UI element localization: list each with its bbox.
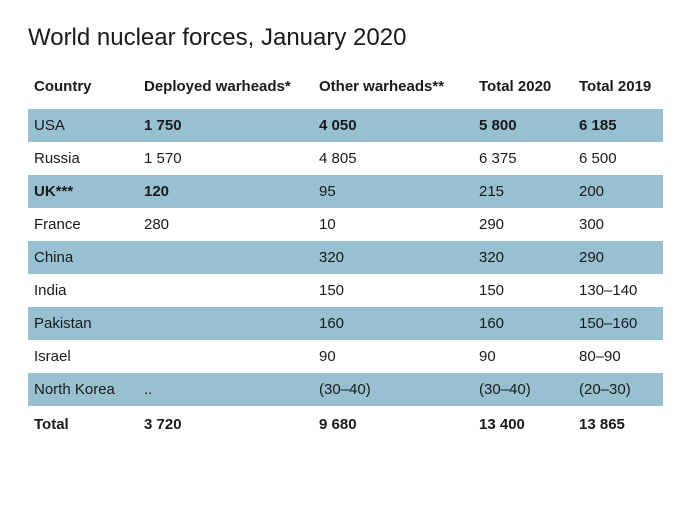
- table-cell: (30–40): [473, 373, 573, 406]
- page-title: World nuclear forces, January 2020: [28, 24, 652, 52]
- nuclear-forces-table: CountryDeployed warheads*Other warheads*…: [28, 70, 663, 443]
- table-row: France28010290300: [28, 208, 663, 241]
- total-cell: 13 865: [573, 406, 663, 443]
- total-cell: 3 720: [138, 406, 313, 443]
- table-cell: 120: [138, 175, 313, 208]
- table-cell: 160: [473, 307, 573, 340]
- table-cell: Israel: [28, 340, 138, 373]
- table-cell: 10: [313, 208, 473, 241]
- table-row: China320320290: [28, 241, 663, 274]
- table-cell: France: [28, 208, 138, 241]
- table-cell: India: [28, 274, 138, 307]
- total-cell: Total: [28, 406, 138, 443]
- table-row: Israel909080–90: [28, 340, 663, 373]
- table-cell: 1 570: [138, 142, 313, 175]
- table-cell: 160: [313, 307, 473, 340]
- header-row: CountryDeployed warheads*Other warheads*…: [28, 70, 663, 109]
- table-cell: 280: [138, 208, 313, 241]
- table-row: North Korea..(30–40)(30–40)(20–30): [28, 373, 663, 406]
- table-cell: (20–30): [573, 373, 663, 406]
- table-cell: ..: [138, 373, 313, 406]
- table-cell: 1 750: [138, 109, 313, 142]
- total-cell: 9 680: [313, 406, 473, 443]
- table-cell: [138, 274, 313, 307]
- table-cell: 4 805: [313, 142, 473, 175]
- table-cell: (30–40): [313, 373, 473, 406]
- table-cell: 200: [573, 175, 663, 208]
- table-row: USA1 7504 0505 8006 185: [28, 109, 663, 142]
- table-cell: 5 800: [473, 109, 573, 142]
- column-header: Total 2020: [473, 70, 573, 109]
- table-cell: 90: [313, 340, 473, 373]
- table-cell: Pakistan: [28, 307, 138, 340]
- table-cell: 150–160: [573, 307, 663, 340]
- table-cell: 6 500: [573, 142, 663, 175]
- table-cell: North Korea: [28, 373, 138, 406]
- table-cell: UK***: [28, 175, 138, 208]
- table-cell: Russia: [28, 142, 138, 175]
- table-cell: 4 050: [313, 109, 473, 142]
- table-cell: 95: [313, 175, 473, 208]
- table-row: Russia1 5704 8056 3756 500: [28, 142, 663, 175]
- table-cell: 290: [473, 208, 573, 241]
- table-cell: 150: [313, 274, 473, 307]
- table-row: UK***12095215200: [28, 175, 663, 208]
- table-cell: China: [28, 241, 138, 274]
- table-cell: 90: [473, 340, 573, 373]
- total-cell: 13 400: [473, 406, 573, 443]
- total-row: Total3 7209 68013 40013 865: [28, 406, 663, 443]
- table-cell: USA: [28, 109, 138, 142]
- table-row: Pakistan160160150–160: [28, 307, 663, 340]
- table-cell: 290: [573, 241, 663, 274]
- table-cell: 6 185: [573, 109, 663, 142]
- table-cell: 215: [473, 175, 573, 208]
- table-cell: [138, 241, 313, 274]
- table-cell: 80–90: [573, 340, 663, 373]
- table-cell: 300: [573, 208, 663, 241]
- table-cell: [138, 307, 313, 340]
- table-row: India150150130–140: [28, 274, 663, 307]
- table-cell: 320: [473, 241, 573, 274]
- table-cell: 130–140: [573, 274, 663, 307]
- column-header: Deployed warheads*: [138, 70, 313, 109]
- table-cell: 150: [473, 274, 573, 307]
- table-cell: [138, 340, 313, 373]
- table-cell: 6 375: [473, 142, 573, 175]
- column-header: Total 2019: [573, 70, 663, 109]
- column-header: Country: [28, 70, 138, 109]
- column-header: Other warheads**: [313, 70, 473, 109]
- table-cell: 320: [313, 241, 473, 274]
